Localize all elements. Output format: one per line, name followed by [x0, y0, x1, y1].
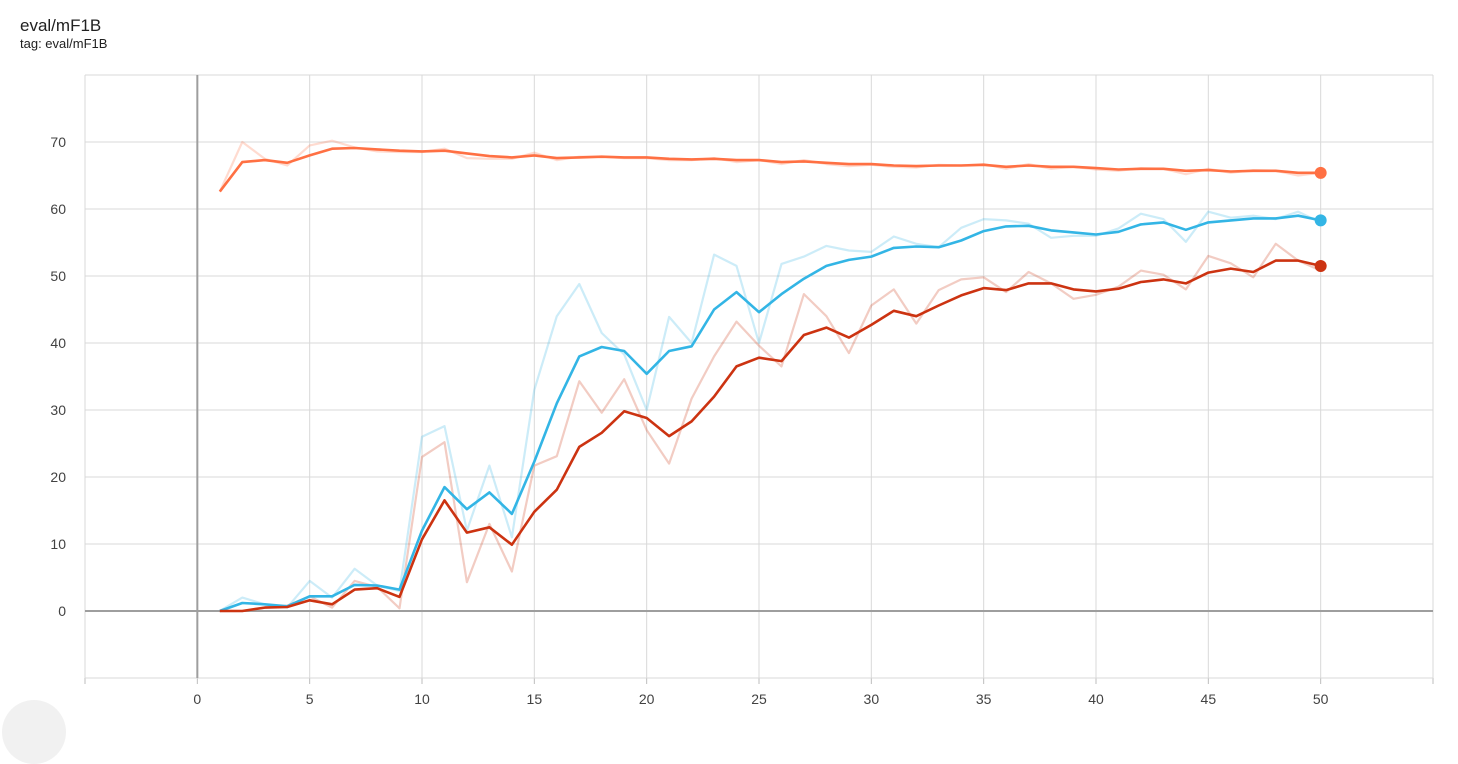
raw-series-line-3	[219, 242, 1322, 613]
y-tick-label: 30	[50, 402, 66, 418]
series-end-marker-3	[1314, 259, 1327, 272]
series-end-marker-1	[1314, 166, 1327, 179]
y-axis-tick-labels: 0 10 20 30 40 50 60 70	[50, 134, 66, 619]
y-tick-label: 70	[50, 134, 66, 150]
x-tick-label: 15	[527, 691, 543, 707]
x-tick-label: 35	[976, 691, 992, 707]
smoothed-series-line-3	[219, 259, 1321, 613]
x-axis-tick-labels: 0 5 10 15 20 25 30 35 40 45 50	[193, 691, 1328, 707]
line-chart[interactable]: 0 5 10 15 20 25 30 35 40 45 50 0 10 20 30 40 50 60 70	[0, 0, 1458, 720]
x-tick-label: 10	[414, 691, 430, 707]
y-tick-label: 20	[50, 469, 66, 485]
raw-series-layer	[218, 139, 1322, 613]
zero-axes	[85, 75, 1433, 678]
smoothed-series-line-1	[218, 146, 1321, 193]
series-end-marker-2	[1314, 214, 1327, 227]
y-tick-label: 10	[50, 536, 66, 552]
chart-tag-subtitle: tag: eval/mF1B	[20, 36, 108, 51]
smoothed-series-line-2	[219, 214, 1321, 613]
series-end-markers	[1314, 166, 1327, 272]
y-tick-label: 60	[50, 201, 66, 217]
x-tick-label: 40	[1088, 691, 1104, 707]
y-tick-label: 40	[50, 335, 66, 351]
y-tick-label: 0	[58, 603, 66, 619]
x-tick-label: 0	[193, 691, 201, 707]
chart-title: eval/mF1B	[20, 16, 102, 35]
raw-series-line-2	[219, 210, 1322, 612]
corner-circle-decoration	[2, 700, 66, 764]
x-tick-label: 20	[639, 691, 655, 707]
x-tick-label: 5	[306, 691, 314, 707]
smoothed-series-layer	[218, 146, 1321, 613]
x-tick-label: 45	[1201, 691, 1217, 707]
chart-header: eval/mF1B tag: eval/mF1B	[20, 16, 107, 52]
raw-series-line-1	[218, 139, 1321, 193]
x-tick-label: 25	[751, 691, 767, 707]
x-tick-label: 50	[1313, 691, 1329, 707]
y-tick-label: 50	[50, 268, 66, 284]
x-tick-label: 30	[864, 691, 880, 707]
